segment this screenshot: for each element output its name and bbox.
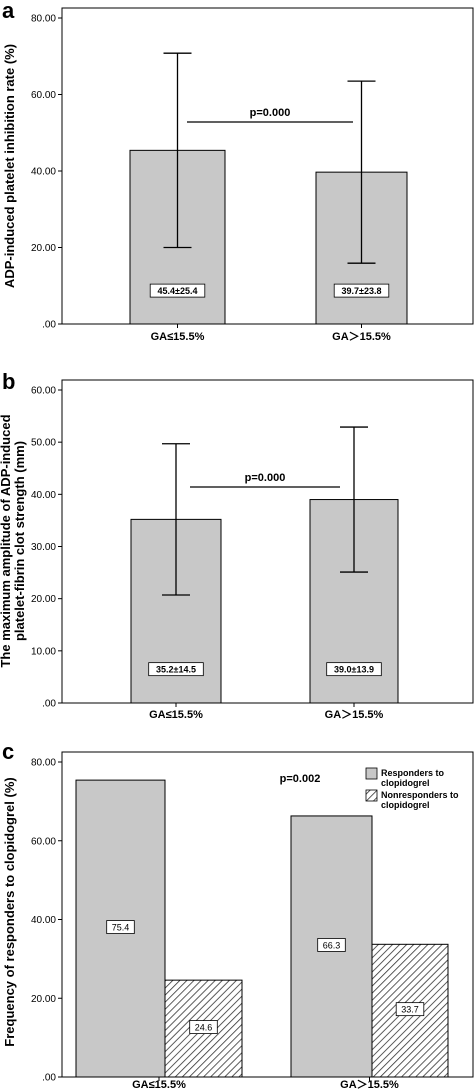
y-tick-label: 40.00 [31,915,56,926]
y-tick-label: 20.00 [31,243,56,254]
data-label-box [333,283,390,298]
legend-swatch [365,767,378,780]
y-tick-label: 60.00 [31,836,56,847]
bar [164,979,243,1078]
data-label-box [106,920,135,934]
x-category-label: GA≤15.5% [149,709,203,721]
legend-label: clopidogrel [381,800,430,810]
chart-panel-c: .00 20.00 40.00 60.00 80.00 Frequency of resp… [2,751,474,1091]
legend-label: Nonresponders to [381,790,459,800]
y-tick-label: .00 [42,320,56,331]
panel-letter-a: a [2,0,15,23]
panel-letter-b: b [2,369,15,394]
y-tick-label: .00 [42,1073,56,1084]
y-tick-label: 50.00 [31,438,56,449]
y-tick-label: 60.00 [31,90,56,101]
x-category-label: GA≤15.5% [132,1079,186,1091]
y-tick-label: 20.00 [31,994,56,1005]
chart-panel-a: .00 20.00 40.00 60.00 80.00 ADP-induced plate… [2,7,474,343]
data-label: 39.7±23.8 [342,286,382,296]
x-category-label: GA＞15.5% [325,709,384,721]
y-axis-title: ADP-induced platelet inhibition rate (%) [2,44,17,288]
y-tick-label: 30.00 [31,542,56,553]
legend-label: Responders to [381,768,445,778]
plot-frame [61,7,474,325]
p-value-annotation: p=0.000 [250,107,291,119]
p-value-annotation: p=0.002 [280,773,321,785]
y-tick-label: 10.00 [31,646,56,657]
y-tick-label: 80.00 [31,758,56,769]
legend-label: clopidogrel [381,778,430,788]
y-axis-title: platelet-fibrin clot strength (mm) [12,441,27,641]
y-tick-label: 20.00 [31,594,56,605]
x-category-label: GA≤15.5% [151,331,205,343]
plot-frame [61,751,474,1078]
data-label-box [148,662,204,677]
panel-letter-c: c [2,739,14,764]
p-value-annotation: p=0.000 [245,472,286,484]
data-label-box [317,938,346,952]
y-axis-title: The maximum amplitude of ADP-induced [0,414,13,667]
y-axis-title: Frequency of responders to clopidogrel (… [2,777,17,1046]
data-label-box [189,1020,218,1034]
plot-frame [61,379,474,704]
data-label-box [326,662,382,677]
data-label: 35.2±14.5 [156,665,196,675]
chart-panel-b: .00 10.00 20.00 30.00 40.00 50.00 60.00 The max… [0,379,474,721]
x-category-label: GA＞15.5% [340,1079,399,1091]
data-label: 45.4±25.4 [158,286,198,296]
legend-swatch [365,789,378,802]
data-label: 66.3 [323,940,341,950]
data-label-box [395,1002,425,1017]
y-tick-label: .00 [42,699,56,710]
y-tick-label: 40.00 [31,167,56,178]
y-tick-label: 60.00 [31,386,56,397]
data-label: 33.7 [401,1005,419,1015]
y-tick-label: 80.00 [31,14,56,25]
y-tick-label: 40.00 [31,490,56,501]
data-label: 24.6 [195,1023,213,1033]
data-label: 39.0±13.9 [334,665,374,675]
data-label: 75.4 [112,923,130,933]
x-category-label: GA＞15.5% [332,331,391,343]
data-label-box [149,283,206,298]
